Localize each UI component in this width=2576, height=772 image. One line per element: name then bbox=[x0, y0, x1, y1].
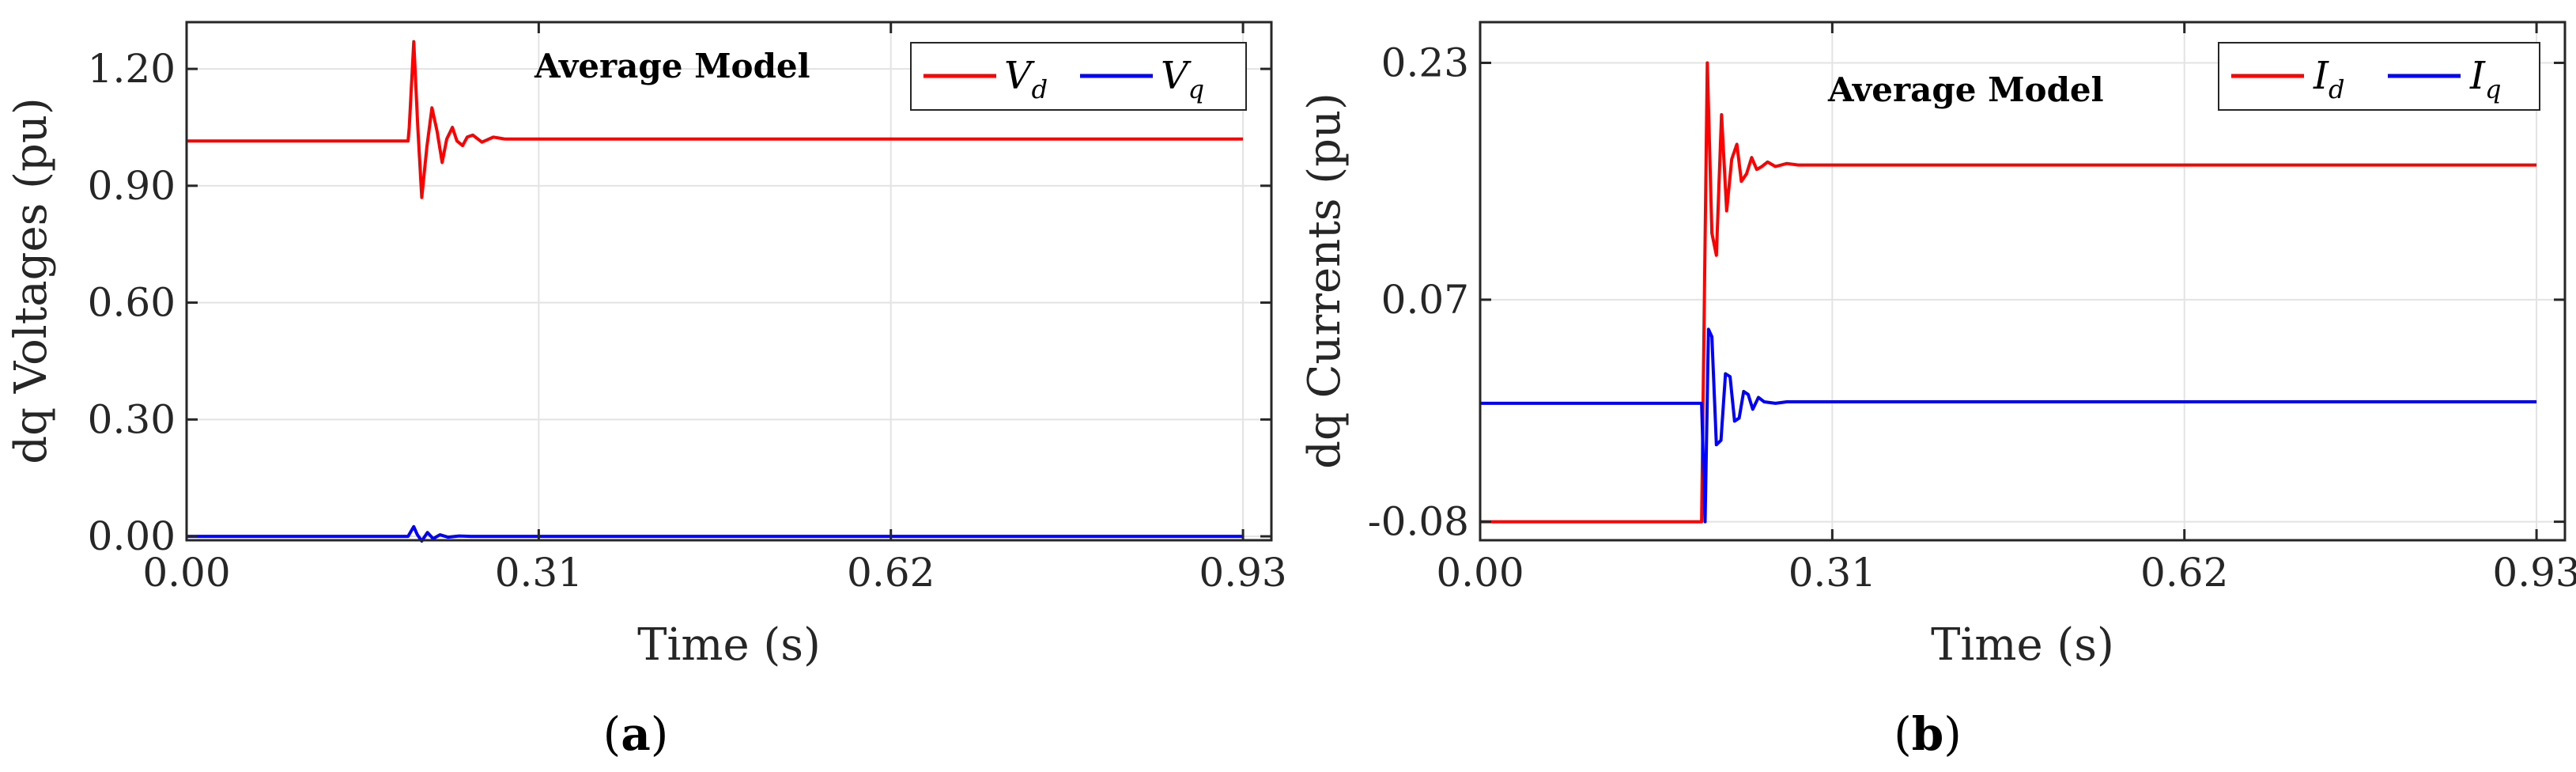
axes-box bbox=[185, 21, 1273, 542]
legend-label-vd: Vd bbox=[1004, 54, 1048, 104]
y-tick-label: 0.60 bbox=[88, 280, 176, 326]
series-line-iq bbox=[1480, 327, 2537, 524]
x-tick-label: 0.00 bbox=[1436, 550, 1524, 596]
y-tick-label: 0.07 bbox=[1381, 277, 1469, 323]
legend-label-vq: Vq bbox=[1161, 54, 1204, 104]
x-axis-label: Time (s) bbox=[637, 619, 821, 671]
y-tick-label: 0.90 bbox=[88, 163, 176, 209]
annotation: Average Model bbox=[1827, 70, 2104, 109]
series-line-vq bbox=[187, 524, 1244, 543]
y-axis-label: dq Currents (pu) bbox=[1299, 93, 1350, 469]
y-tick-label: 0.00 bbox=[88, 513, 176, 559]
x-tick-label: 0.62 bbox=[847, 550, 935, 596]
x-tick-label: 0.00 bbox=[142, 550, 230, 596]
annotation: Average Model bbox=[534, 47, 810, 85]
y-tick-label: -0.08 bbox=[1368, 499, 1469, 545]
x-tick-label: 0.93 bbox=[1199, 550, 1286, 596]
x-tick-label: 0.31 bbox=[495, 550, 583, 596]
chart-panel-a: 0.00 0.31 0.62 0.93 0.00 0.30 0.60 0.90 1.20 Ave… bbox=[6, 21, 1287, 761]
axes-box bbox=[1479, 21, 2567, 542]
tick-group: 0.00 0.31 0.62 0.93 0.00 0.30 0.60 0.90 1.20 bbox=[88, 22, 1287, 596]
legend-label-iq: Iq bbox=[2469, 54, 2501, 104]
series-group bbox=[187, 40, 1244, 543]
y-tick-label: 0.23 bbox=[1381, 40, 1469, 85]
series-line-vd bbox=[187, 40, 1244, 199]
x-tick-label: 0.93 bbox=[2492, 550, 2576, 596]
chart-panel-b: 0.00 0.31 0.62 0.93 -0.08 0.07 0.23 Average Mo… bbox=[1299, 21, 2576, 761]
x-tick-label: 0.31 bbox=[1788, 550, 1876, 596]
panel-label-b: (b) bbox=[1894, 707, 1962, 761]
x-axis-label: Time (s) bbox=[1931, 619, 2114, 671]
y-tick-label: 1.20 bbox=[88, 46, 176, 92]
series-group bbox=[1480, 61, 2537, 524]
legend: Vd Vq bbox=[910, 42, 1247, 111]
panel-label-a: (a) bbox=[603, 707, 669, 761]
series-line-id bbox=[1480, 61, 2537, 524]
y-tick-label: 0.30 bbox=[88, 396, 176, 442]
legend: Id Iq bbox=[2218, 42, 2540, 111]
x-tick-label: 0.62 bbox=[2140, 550, 2228, 596]
y-axis-label: dq Voltages (pu) bbox=[6, 97, 57, 464]
tick-group: 0.00 0.31 0.62 0.93 -0.08 0.07 0.23 bbox=[1368, 22, 2576, 596]
legend-label-id: Id bbox=[2313, 54, 2344, 104]
